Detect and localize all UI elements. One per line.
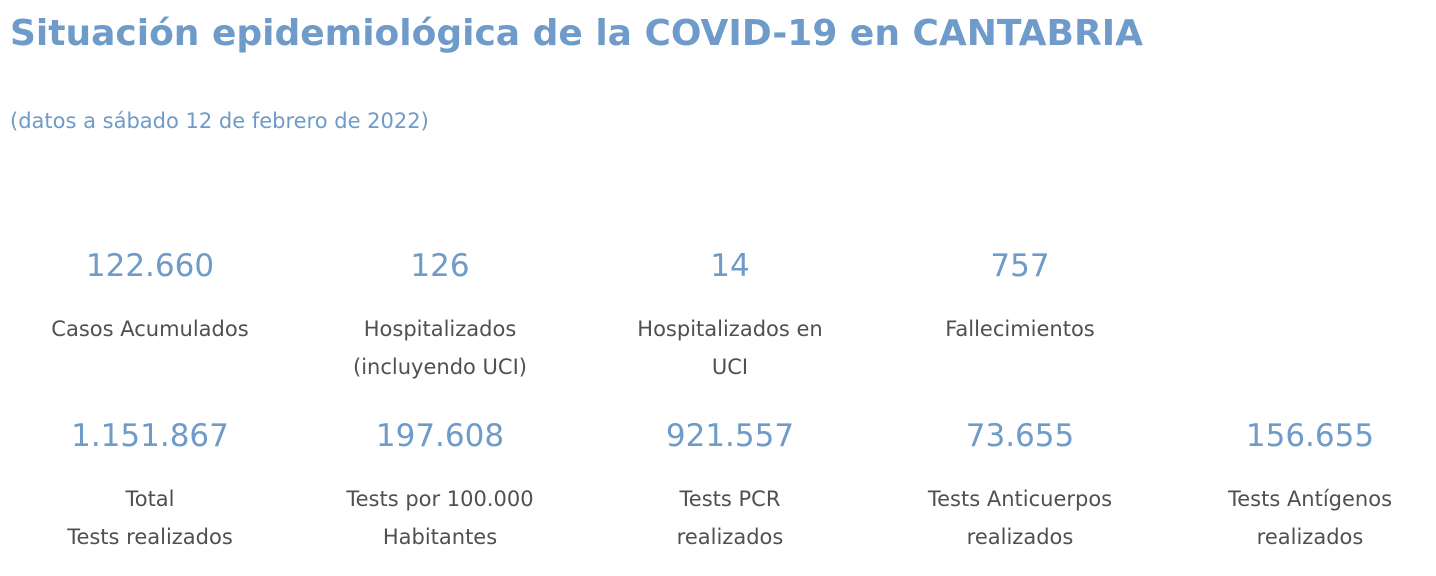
stat-value: 156.655 (1245, 418, 1375, 454)
stat-label: Hospitalizados (incluyendo UCI) (310, 310, 570, 386)
stat-hospitalizados-uci: 14 Hospitalizados en UCI (600, 246, 860, 386)
stat-label-line: realizados (966, 525, 1074, 549)
stat-tests-pcr: 921.557 Tests PCR realizados (600, 416, 860, 556)
data-date-subtitle: (datos a sábado 12 de febrero de 2022) (10, 109, 429, 133)
stat-tests-por-100000: 197.608 Tests por 100.000 Habitantes (310, 416, 570, 556)
stat-label: Tests PCR realizados (600, 480, 860, 556)
stat-label-line: Fallecimientos (945, 317, 1095, 341)
stat-label: Tests por 100.000 Habitantes (310, 480, 570, 556)
stat-total-tests: 1.151.867 Total Tests realizados (20, 416, 280, 556)
stat-hospitalizados: 126 Hospitalizados (incluyendo UCI) (310, 246, 570, 386)
stat-label-line: Tests por 100.000 (346, 487, 534, 511)
stat-label-line: Hospitalizados en (637, 317, 823, 341)
stat-label: Tests Antígenos realizados (1180, 480, 1436, 556)
stat-label: Hospitalizados en UCI (600, 310, 860, 386)
stat-label-line: Tests realizados (67, 525, 233, 549)
stat-label-line: Tests Antígenos (1227, 487, 1393, 511)
stat-label-line: UCI (711, 355, 749, 379)
stat-fallecimientos: 757 Fallecimientos (890, 246, 1150, 348)
stat-value: 126 (410, 248, 470, 284)
stat-label-line: (incluyendo UCI) (353, 355, 527, 379)
stat-label-line: Hospitalizados (363, 317, 517, 341)
stat-value: 1.151.867 (71, 418, 229, 454)
stat-label-line: Total (125, 487, 175, 511)
stat-value: 757 (990, 248, 1050, 284)
stat-value: 73.655 (965, 418, 1075, 454)
stat-tests-anticuerpos: 73.655 Tests Anticuerpos realizados (890, 416, 1150, 556)
stat-label-line: Habitantes (382, 525, 498, 549)
stat-label-line: realizados (1256, 525, 1364, 549)
stat-label-line: Tests Anticuerpos (927, 487, 1113, 511)
stat-value: 197.608 (375, 418, 505, 454)
stat-label: Casos Acumulados (20, 310, 280, 348)
stat-label: Tests Anticuerpos realizados (890, 480, 1150, 556)
stat-value: 921.557 (665, 418, 795, 454)
stat-tests-antigenos: 156.655 Tests Antígenos realizados (1180, 416, 1436, 556)
stat-label-line: Casos Acumulados (51, 317, 249, 341)
stat-label-line: realizados (676, 525, 784, 549)
stat-label: Total Tests realizados (20, 480, 280, 556)
stat-value: 14 (710, 248, 750, 284)
stat-label: Fallecimientos (890, 310, 1150, 348)
stat-label-line: Tests PCR (679, 487, 781, 511)
page-title: Situación epidemiológica de la COVID-19 … (10, 13, 1143, 54)
stat-value: 122.660 (85, 248, 215, 284)
stat-casos-acumulados: 122.660 Casos Acumulados (20, 246, 280, 348)
